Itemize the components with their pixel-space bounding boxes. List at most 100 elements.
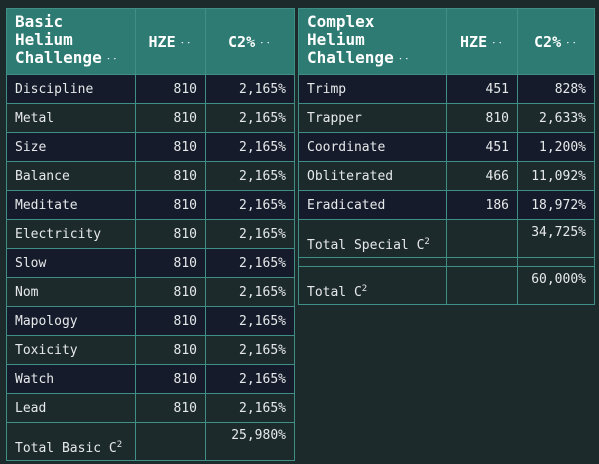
- challenge-name-cell: Meditate: [6, 190, 136, 220]
- table-row: Obliterated 466 11,092%: [298, 161, 595, 191]
- table-row: Discipline 810 2,165%: [6, 74, 295, 104]
- complex-header-row: Complex Helium Challenge ˑˑ HZE ˑˑ C2% ˑˑ: [298, 8, 595, 75]
- complex-c2-label: C2%: [534, 32, 562, 51]
- basic-total-value: 25,980%: [205, 422, 295, 461]
- c2-percent-cell: 2,165%: [205, 190, 295, 220]
- complex-total-sup: 2: [361, 284, 368, 294]
- c2-percent-cell: 18,972%: [517, 190, 595, 220]
- sort-icon: ˑˑ: [105, 56, 119, 66]
- complex-hze-header[interactable]: HZE ˑˑ: [446, 8, 518, 75]
- c2-percent-cell: 2,165%: [205, 306, 295, 336]
- table-row: Electricity 810 2,165%: [6, 219, 295, 249]
- sort-icon: ˑˑ: [397, 56, 411, 66]
- spacer-cell: [446, 257, 518, 267]
- table-row: Lead 810 2,165%: [6, 393, 295, 423]
- hze-value-cell: 810: [135, 190, 206, 220]
- hze-value-cell: 451: [446, 74, 518, 104]
- hze-value-cell: 810: [135, 132, 206, 162]
- challenge-name-cell: Trimp: [298, 74, 447, 104]
- table-row: Eradicated 186 18,972%: [298, 190, 595, 220]
- complex-c2-header[interactable]: C2% ˑˑ: [517, 8, 595, 75]
- table-row: Trapper 810 2,633%: [298, 103, 595, 133]
- table-row: Meditate 810 2,165%: [6, 190, 295, 220]
- complex-special-empty: [446, 219, 518, 258]
- hze-value-cell: 810: [135, 103, 206, 133]
- basic-c2-header[interactable]: C2% ˑˑ: [205, 8, 295, 75]
- c2-percent-cell: 2,165%: [205, 161, 295, 191]
- basic-title: Basic Helium Challenge: [15, 12, 102, 67]
- hze-value-cell: 810: [135, 219, 206, 249]
- basic-total-row: Total Basic C2 25,980%: [6, 422, 295, 461]
- sort-icon: ˑˑ: [565, 39, 578, 50]
- c2-percent-cell: 2,165%: [205, 364, 295, 394]
- hze-value-cell: 810: [135, 306, 206, 336]
- complex-total-value: 60,000%: [517, 266, 595, 305]
- hze-value-cell: 810: [135, 74, 206, 104]
- challenge-name-cell: Trapper: [298, 103, 447, 133]
- c2-percent-cell: 2,165%: [205, 248, 295, 278]
- complex-title-header[interactable]: Complex Helium Challenge ˑˑ: [298, 8, 447, 75]
- complex-title: Complex Helium Challenge: [307, 12, 394, 67]
- c2-percent-cell: 1,200%: [517, 132, 595, 162]
- basic-hze-header[interactable]: HZE ˑˑ: [135, 8, 206, 75]
- hze-value-cell: 810: [135, 248, 206, 278]
- table-row: Toxicity 810 2,165%: [6, 335, 295, 365]
- challenge-name-cell: Eradicated: [298, 190, 447, 220]
- hze-value-cell: 810: [135, 393, 206, 423]
- spacer-cell: [517, 257, 595, 267]
- complex-total-row: Total C2 60,000%: [298, 266, 595, 305]
- hze-value-cell: 810: [135, 161, 206, 191]
- basic-total-sup: 2: [116, 440, 123, 450]
- spacer-cell: [298, 257, 447, 267]
- hze-value-cell: 810: [135, 277, 206, 307]
- hze-value-cell: 451: [446, 132, 518, 162]
- basic-total-text: Total Basic C: [15, 441, 117, 456]
- table-row: Mapology 810 2,165%: [6, 306, 295, 336]
- complex-special-total-row: Total Special C2 34,725%: [298, 219, 595, 258]
- complex-total-label: Total C2: [298, 266, 447, 305]
- challenge-name-cell: Watch: [6, 364, 136, 394]
- complex-special-label: Total Special C2: [298, 219, 447, 258]
- basic-title-header[interactable]: Basic Helium Challenge ˑˑ: [6, 8, 136, 75]
- table-row: Trimp 451 828%: [298, 74, 595, 104]
- complex-hze-label: HZE: [460, 32, 488, 51]
- complex-helium-table: Complex Helium Challenge ˑˑ HZE ˑˑ C2% ˑˑ T…: [298, 8, 595, 305]
- c2-percent-cell: 2,165%: [205, 277, 295, 307]
- basic-total-empty: [135, 422, 206, 461]
- challenge-name-cell: Mapology: [6, 306, 136, 336]
- complex-table-body: Trimp 451 828% Trapper 810 2,633% Coordinate 45…: [298, 74, 595, 220]
- hze-value-cell: 810: [135, 364, 206, 394]
- challenge-name-cell: Discipline: [6, 74, 136, 104]
- complex-special-sup: 2: [424, 237, 430, 247]
- basic-table-body: Discipline 810 2,165% Metal 810 2,165% Size 810…: [6, 74, 295, 423]
- c2-percent-cell: 11,092%: [517, 161, 595, 191]
- c2-percent-cell: 2,165%: [205, 219, 295, 249]
- table-row: Nom 810 2,165%: [6, 277, 295, 307]
- complex-special-value: 34,725%: [517, 219, 595, 258]
- table-row: Metal 810 2,165%: [6, 103, 295, 133]
- challenge-name-cell: Metal: [6, 103, 136, 133]
- challenge-name-cell: Nom: [6, 277, 136, 307]
- c2-percent-cell: 2,165%: [205, 74, 295, 104]
- challenge-name-cell: Coordinate: [298, 132, 447, 162]
- hze-value-cell: 466: [446, 161, 518, 191]
- basic-hze-label: HZE: [148, 32, 176, 51]
- c2-percent-cell: 2,165%: [205, 335, 295, 365]
- challenge-name-cell: Lead: [6, 393, 136, 423]
- sort-icon: ˑˑ: [259, 39, 272, 50]
- complex-total-text: Total C: [307, 285, 362, 300]
- complex-total-empty: [446, 266, 518, 305]
- challenge-name-cell: Size: [6, 132, 136, 162]
- c2-percent-cell: 2,165%: [205, 393, 295, 423]
- basic-total-label: Total Basic C2: [6, 422, 136, 461]
- c2-percent-cell: 828%: [517, 74, 595, 104]
- challenge-name-cell: Toxicity: [6, 335, 136, 365]
- basic-header-row: Basic Helium Challenge ˑˑ HZE ˑˑ C2% ˑˑ: [6, 8, 295, 75]
- hze-value-cell: 810: [135, 335, 206, 365]
- table-row: Balance 810 2,165%: [6, 161, 295, 191]
- challenge-name-cell: Obliterated: [298, 161, 447, 191]
- table-row: Coordinate 451 1,200%: [298, 132, 595, 162]
- c2-percent-cell: 2,165%: [205, 103, 295, 133]
- challenge-name-cell: Balance: [6, 161, 136, 191]
- hze-value-cell: 186: [446, 190, 518, 220]
